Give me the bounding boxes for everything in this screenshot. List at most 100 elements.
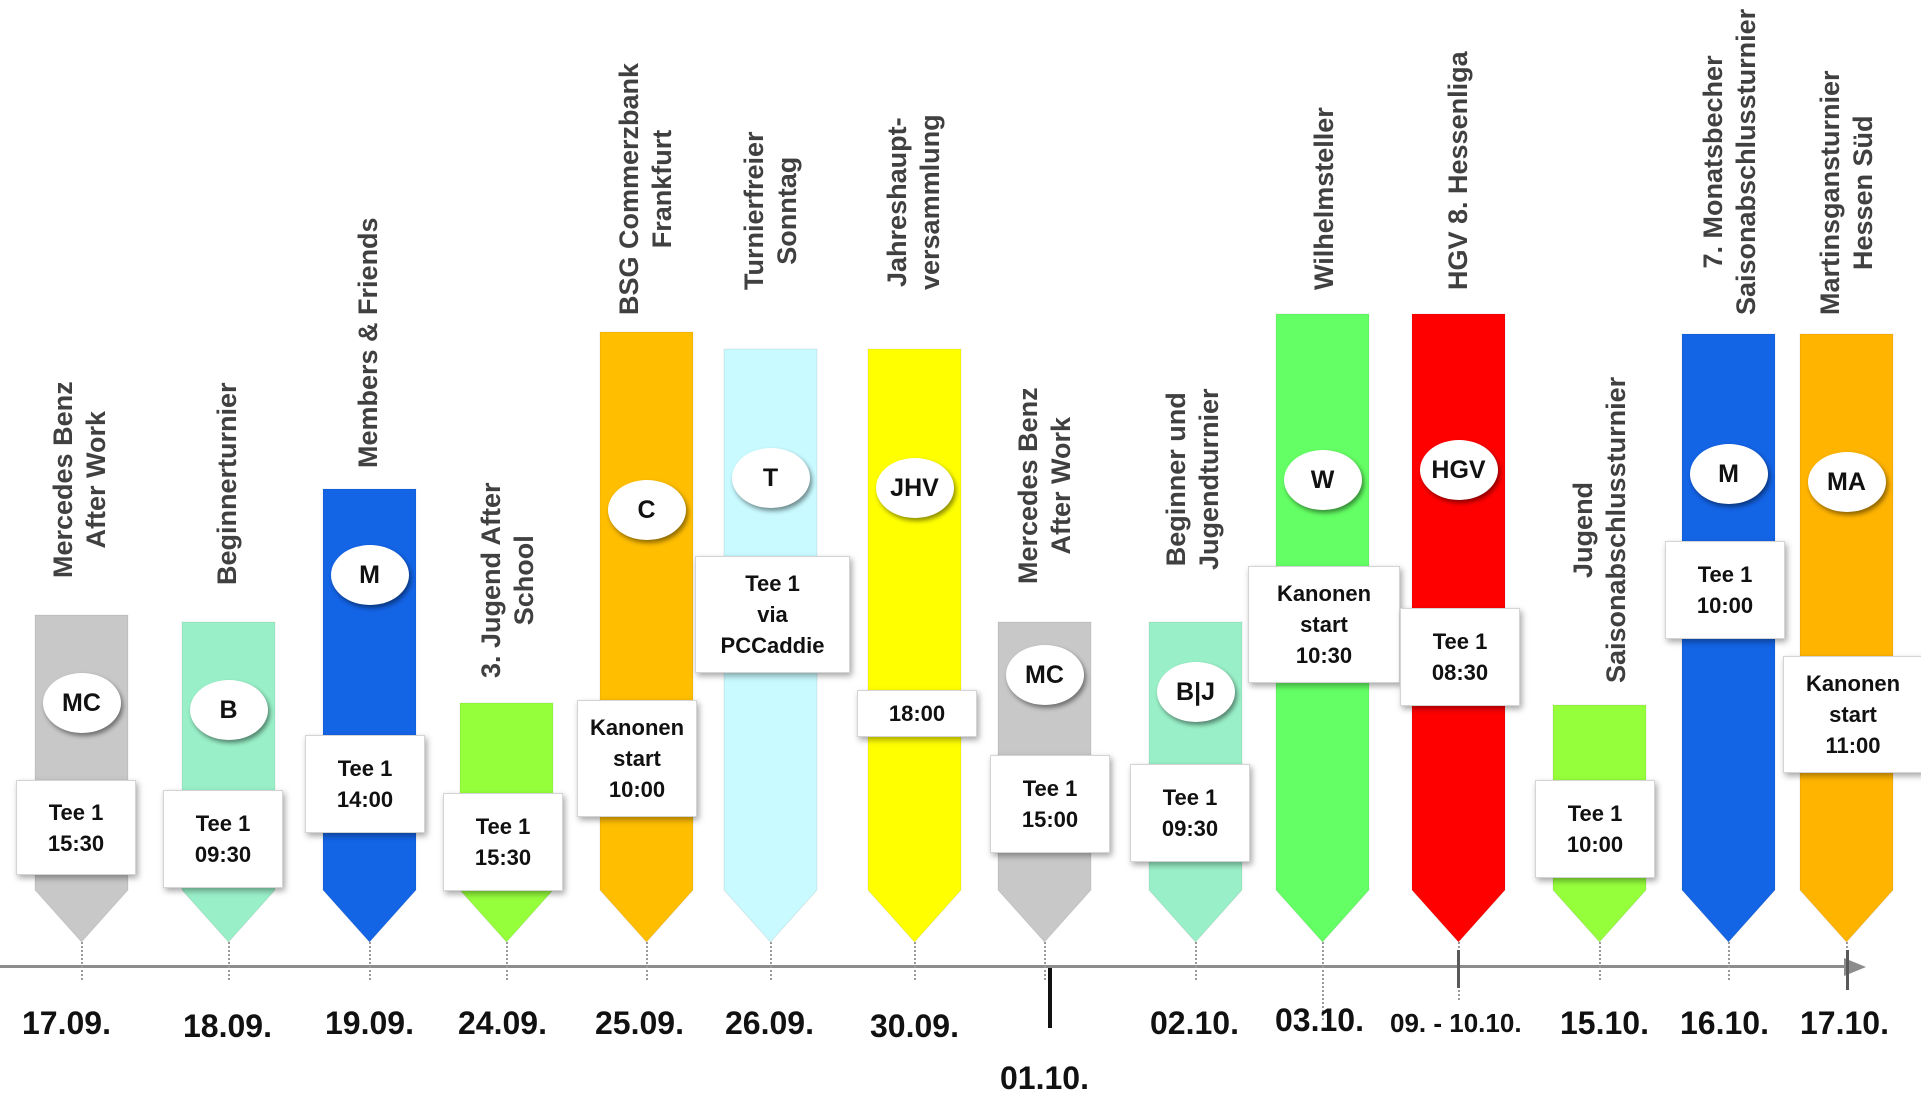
event-connector: [1727, 942, 1730, 980]
event-date: 17.10.: [1800, 1005, 1889, 1041]
event-badge: B|J: [1156, 662, 1235, 722]
event-title: 3. Jugend After School: [475, 482, 541, 678]
event-badge: T: [731, 448, 810, 508]
event-time-label-line: 14:00: [336, 787, 394, 812]
event-time-label-line: start: [1300, 612, 1348, 637]
event-title-line: Jugendturnier: [1194, 388, 1224, 570]
event-title: Wilhelmsteller: [1308, 107, 1341, 290]
event-title-line: Wilhelmsteller: [1308, 107, 1339, 290]
event-time-label: Tee 1 15:00: [990, 755, 1110, 853]
event-connector: [913, 942, 916, 980]
event-date: 09. - 10.10.: [1390, 1008, 1522, 1038]
event-badge: M: [330, 545, 409, 605]
event-time-label-line: 10:00: [608, 777, 666, 802]
event-arrow-shape: [34, 614, 129, 943]
event-badge: MC: [1005, 645, 1084, 705]
event-title-line: Saisonabschlussturnier: [1601, 376, 1631, 683]
event-connector: [769, 942, 772, 980]
event-date: 26.09.: [725, 1005, 814, 1041]
event-time-label-line: 08:30: [1431, 660, 1489, 685]
event-connector: [1043, 942, 1046, 980]
event-time-label-line: Tee 1: [1697, 562, 1753, 587]
event-title: Mercedes Benz After Work: [47, 381, 113, 578]
event-badge: C: [607, 480, 686, 540]
event-time-label: Tee 1 15:30: [443, 793, 563, 891]
event-time-label-line: start: [1829, 702, 1877, 727]
event-time-label: Tee 1 15:30: [16, 780, 136, 875]
event-time-label-line: Tee 1: [1022, 776, 1078, 801]
event-badge: JHV: [875, 458, 954, 518]
event-title-line: Sonntag: [772, 156, 802, 265]
event-title-line: Jugend: [1568, 481, 1598, 578]
event-time-label-line: Tee 1: [1567, 801, 1623, 826]
event-time-label-line: 15:30: [47, 830, 105, 856]
event-connector: [1321, 942, 1324, 1020]
event-connector: [505, 942, 508, 980]
event-time-label: Kanonen start 10:30: [1248, 566, 1400, 683]
event-title: Jugend Saisonabschlussturnier: [1567, 377, 1633, 683]
event-arrow-shape: [181, 621, 276, 943]
timeline-marker-01-10: [1048, 968, 1052, 1028]
event-title: Jahreshaupt-versammlung: [881, 114, 947, 290]
event-title-line: Beginnerturnier: [211, 382, 242, 585]
event-connector: [368, 942, 371, 980]
event-title-line: Mercedes Benz: [48, 381, 78, 578]
event-date: 18.09.: [183, 1008, 272, 1044]
event-badge: HGV: [1419, 440, 1498, 500]
event-time-label-line: 10:30: [1295, 643, 1353, 668]
event-title: Mercedes Benz After Work: [1012, 387, 1078, 584]
event-arrow-shape: [1799, 333, 1894, 943]
event-title-line: Turnierfreier: [739, 131, 769, 290]
event-date: 30.09.: [870, 1008, 959, 1044]
event-time-label-line: PCCaddie: [720, 633, 825, 658]
event-title: HGV 8. Hessenliga: [1442, 51, 1475, 290]
event-title-line: HGV 8. Hessenliga: [1442, 51, 1473, 290]
event-time-label-line: 09:30: [1161, 816, 1219, 841]
event-time-label: Tee 1 14:00: [305, 735, 425, 833]
event-arrow-shape: [599, 331, 694, 943]
event-title: Beginner und Jugendturnier: [1160, 388, 1226, 570]
event-time-label: 18:00: [857, 690, 977, 737]
event-connector: [1194, 942, 1197, 980]
event-title-line: Members & Friends: [352, 217, 383, 468]
event-time-label: Kanonen start 11:00: [1783, 656, 1921, 773]
event-time-label-line: via: [757, 602, 788, 627]
event-time-label: Tee 1 via PCCaddie: [695, 556, 850, 673]
event-time-label-line: Kanonen: [1805, 671, 1901, 696]
event-title: 7. Monatsbecher Saisonabschlussturnier: [1697, 9, 1763, 315]
event-date: 02.10.: [1150, 1005, 1239, 1041]
event-time-label: Tee 1 10:00: [1535, 780, 1655, 878]
event-badge: MC: [42, 673, 121, 733]
event-time-label-line: Tee 1: [475, 814, 531, 839]
event-title: BSG Commerzbank Frankfurt: [613, 63, 679, 315]
timeline-tick: [1846, 950, 1849, 990]
event-time-label-line: 11:00: [1825, 733, 1881, 758]
event-title: Martinsgansturnier Hessen Süd: [1814, 70, 1880, 315]
event-date: 15.10.: [1560, 1005, 1649, 1041]
event-title-line: 3. Jugend After: [476, 482, 506, 678]
event-title-line: School: [509, 535, 539, 626]
event-time-label-line: 10:00: [1566, 832, 1624, 857]
timeline-tick: [1457, 950, 1460, 988]
event-badge: W: [1283, 450, 1362, 510]
event-time-label-line: Tee 1: [48, 799, 104, 825]
event-time-label: Kanonen start 10:00: [577, 700, 697, 817]
event-date: 25.09.: [595, 1005, 684, 1041]
event-title: Members & Friends: [352, 217, 385, 468]
event-title-line: Frankfurt: [647, 129, 677, 249]
event-time-label-line: 10:00: [1696, 593, 1754, 618]
event-date: 01.10.: [1000, 1060, 1089, 1096]
event-time-label-line: Tee 1: [745, 571, 800, 596]
timeline-arrowhead: [1844, 958, 1866, 976]
event-time-label-line: Tee 1: [195, 811, 251, 836]
event-badge: MA: [1807, 452, 1886, 512]
event-connector: [1598, 942, 1601, 980]
event-time-label: Tee 1 10:00: [1665, 541, 1785, 639]
event-time-label-line: Kanonen: [1276, 581, 1372, 606]
event-time-label-line: Kanonen: [589, 715, 685, 740]
event-connector: [80, 942, 83, 980]
event-title-line: Saisonabschlussturnier: [1731, 8, 1761, 315]
event-title-line: Mercedes Benz: [1013, 387, 1043, 584]
event-badge: B: [189, 680, 268, 740]
